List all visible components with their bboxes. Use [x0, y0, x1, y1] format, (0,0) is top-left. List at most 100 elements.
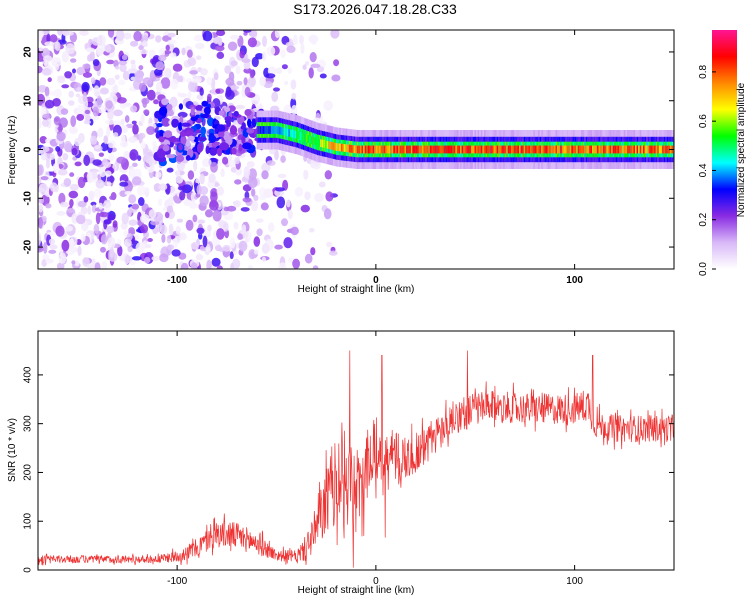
spectrogram-noise-cell [142, 77, 153, 85]
spectrogram-noise-cell [169, 96, 178, 108]
spectrogram-noise-cell [243, 77, 248, 86]
spectrogram-noise-cell [89, 118, 94, 126]
spectrogram-noise-cell [130, 40, 139, 47]
spectrogram-noise-cell [155, 61, 165, 71]
spectrogram-noise-cell [200, 68, 208, 76]
spectrogram-cluster-cell [162, 144, 170, 152]
spectrogram-cluster-cell [201, 100, 209, 107]
spectrogram-noise-cell [114, 74, 120, 80]
spectrogram-ridge-cell [420, 145, 423, 154]
spectrogram-noise-cell [118, 79, 126, 86]
spectrogram-ridge-cell [415, 145, 418, 154]
spectrogram-noise-cell [54, 123, 59, 134]
spectrogram-noise-cell [260, 202, 269, 211]
spectrogram-noise-cell [216, 186, 224, 196]
spectrogram-noise-cell [129, 149, 139, 161]
spectrogram-noise-cell [132, 123, 139, 135]
spectrogram-noise-cell [110, 91, 116, 97]
spectrogram-ridge-cell [627, 145, 630, 154]
spectrogram-noise-cell [189, 70, 199, 75]
spectrogram-ridge-cell [272, 126, 275, 134]
spectrogram-noise-cell [106, 126, 111, 138]
spectrogram-noise-cell [242, 30, 252, 33]
spectrogram-ridge-cell [658, 145, 662, 154]
spectrogram-noise-cell [131, 256, 142, 261]
spectrogram-noise-cell [146, 89, 156, 101]
spectrogram-noise-cell [275, 187, 285, 192]
spectrogram-noise-cell [48, 238, 56, 245]
spectrogram-noise-cell [178, 75, 184, 83]
spectrogram-noise-cell [261, 256, 266, 262]
spectrogram-noise-cell [196, 184, 202, 195]
spectrogram-ridge-cell [609, 145, 612, 154]
spectrogram-noise-cell [54, 41, 61, 51]
spectrogram-ylabel: Frequency (Hz) [7, 116, 18, 185]
spectrogram-ridge-cell [538, 145, 541, 154]
spectrogram-ridge-cell [557, 145, 560, 154]
spectrogram-noise-cell [312, 265, 319, 269]
spectrogram-ridge-cell [554, 145, 557, 154]
spectrogram-ridge-cell [401, 145, 404, 154]
spectrogram-noise-cell [128, 136, 138, 143]
spectrogram-noise-cell [179, 190, 186, 201]
spectrogram-noise-cell [246, 161, 255, 168]
spectrogram-ridge-cell [655, 145, 658, 154]
spectrogram-noise-cell [121, 212, 129, 225]
spectrogram-ridge-cell [466, 145, 469, 154]
spectrogram-ridge-cell [542, 145, 546, 154]
spectrogram-noise-cell [229, 251, 234, 260]
spectrogram-ridge-cell [412, 145, 415, 154]
spectrogram-noise-cell [42, 119, 50, 127]
spectrogram-noise-cell [244, 237, 249, 243]
spectrogram-cluster-cell [169, 140, 174, 148]
spectrogram-cluster-cell [241, 135, 246, 145]
spectrogram-noise-cell [196, 227, 205, 234]
spectrogram-noise-cell [259, 76, 266, 87]
spectrogram-ridge-cell [434, 145, 437, 154]
spectrogram-ridge-cell [577, 145, 581, 154]
spectrogram-ridge-cell [390, 145, 393, 154]
spectrogram-noise-cell [106, 59, 115, 65]
spectrogram-cluster-cell [233, 110, 239, 117]
spectrogram-ridge-cell [391, 145, 395, 154]
spectrogram-noise-cell [126, 210, 132, 217]
spectrogram-ridge-cell [650, 145, 654, 154]
spectrogram-noise-cell [202, 235, 208, 248]
spectrogram-noise-cell [108, 142, 114, 149]
spectrogram-ridge-cell [383, 145, 387, 154]
spectrogram-ridge-cell [409, 145, 412, 154]
spectrogram-ridge-cell [519, 145, 522, 154]
snr-ylabel: SNR (10 * v/v) [7, 418, 18, 482]
spectrogram-noise-cell [180, 262, 189, 269]
spectrogram-noise-cell [243, 60, 251, 70]
spectrogram-ridge-cell [321, 139, 325, 148]
spectrogram-noise-cell [83, 196, 89, 203]
spectrogram-noise-cell [139, 132, 146, 139]
spectrogram-ridge-cell [560, 145, 563, 154]
spectrogram-ridge-cell [549, 145, 552, 154]
spectrogram-ridge-cell [517, 145, 520, 154]
spectrogram-ridge-cell [417, 145, 420, 154]
spectrogram-noise-cell [69, 183, 79, 191]
spectrogram-ridge-cell [305, 134, 309, 143]
spectrogram-noise-cell [117, 245, 123, 257]
spectrogram-noise-cell [57, 126, 63, 131]
spectrogram-noise-cell [60, 108, 69, 115]
spectrogram-noise-cell [236, 80, 243, 86]
spectrogram-noise-cell [61, 51, 69, 63]
spectrogram-noise-cell [161, 117, 171, 127]
spectrogram-ridge-cell [520, 145, 523, 154]
spectrogram-noise-cell [38, 164, 44, 176]
spectrogram-noise-cell [243, 166, 251, 178]
spectrogram-noise-cell [103, 201, 112, 209]
spectrogram-noise-cell [43, 242, 48, 254]
spectrogram-noise-cell [69, 172, 75, 177]
spectrogram-ridge-cell [291, 129, 294, 138]
spectrogram-noise-cell [192, 214, 198, 223]
spectrogram-noise-cell [65, 43, 76, 55]
spectrogram-noise-cell [138, 65, 144, 71]
spectrogram-ridge-cell [563, 145, 566, 154]
spectrogram-noise-cell [309, 52, 317, 63]
spectrogram-ridge-cell [315, 138, 318, 146]
spectrogram-cluster-cell [247, 118, 252, 128]
